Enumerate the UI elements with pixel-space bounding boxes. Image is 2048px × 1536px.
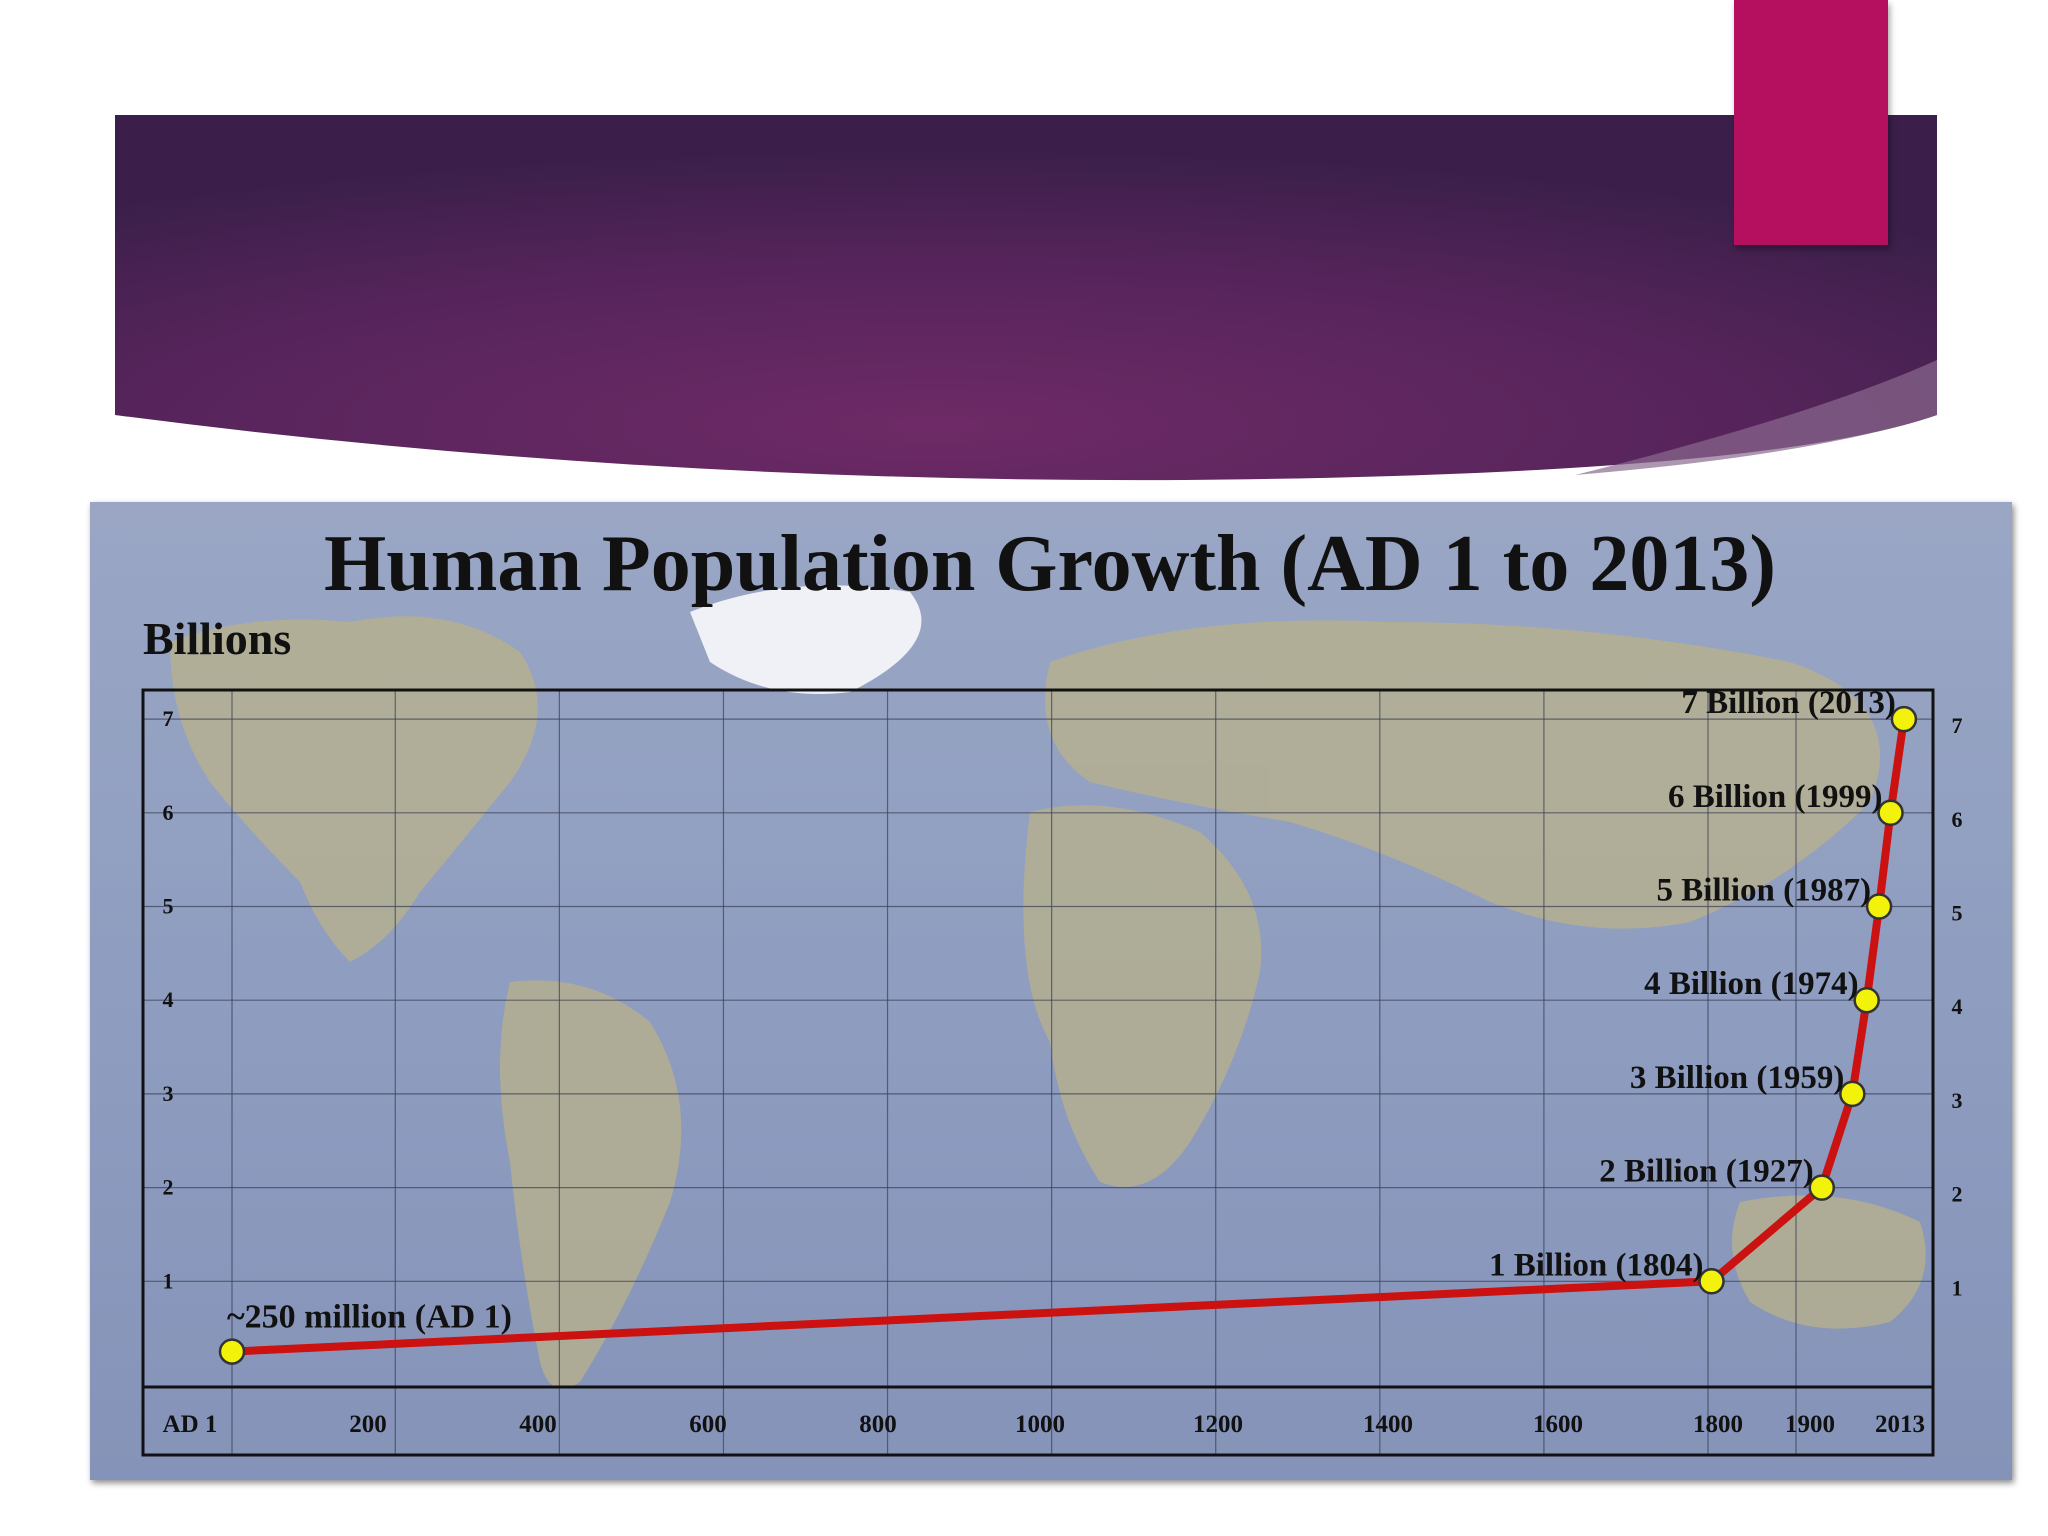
y-tick-label-right: 3 — [1952, 1088, 1963, 1113]
point-label: 7 Billion (2013) — [1681, 685, 1896, 721]
y-tick-label-right: 6 — [1952, 807, 1963, 832]
point-label: 4 Billion (1974) — [1644, 966, 1859, 1002]
point-label: 2 Billion (1927) — [1599, 1154, 1814, 1190]
y-tick-label-right: 4 — [1952, 994, 1963, 1019]
chart-title: Human Population Growth (AD 1 to 2013) — [324, 520, 1776, 608]
x-tick-label: 400 — [519, 1411, 557, 1438]
y-tick-labels-right: 1 2 3 4 5 6 7 — [1952, 713, 1963, 1300]
x-tick-label: 200 — [349, 1411, 387, 1438]
series-line — [231, 718, 1908, 1356]
data-point — [1808, 1174, 1836, 1201]
y-tick-label: 6 — [163, 800, 174, 825]
accent-block — [1734, 0, 1888, 245]
population-series — [231, 718, 1908, 1356]
x-tick-label: 1000 — [1015, 1411, 1065, 1438]
data-point — [1853, 986, 1880, 1014]
x-tick-label: 800 — [859, 1411, 897, 1438]
y-tick-label-right: 7 — [1952, 713, 1963, 738]
data-points — [218, 705, 1918, 1365]
y-tick-label-right: 2 — [1952, 1182, 1963, 1207]
y-tick-label-right: 1 — [1952, 1275, 1963, 1300]
data-point — [1865, 893, 1893, 920]
x-tick-label: 1900 — [1785, 1411, 1835, 1438]
chart-container: Human Population Growth (AD 1 to 2013) B… — [90, 502, 2012, 1480]
point-label: 3 Billion (1959) — [1630, 1060, 1845, 1096]
point-label: 5 Billion (1987) — [1657, 873, 1872, 909]
x-tick-label: 1200 — [1193, 1411, 1243, 1438]
data-point — [1698, 1268, 1725, 1295]
x-tick-label: 2013 — [1875, 1411, 1925, 1438]
y-tick-label-right: 5 — [1952, 901, 1963, 926]
x-tick-label: 600 — [689, 1411, 727, 1438]
x-tick-label: 1400 — [1363, 1411, 1413, 1438]
greenland-snow — [690, 585, 922, 694]
title-banner — [115, 115, 1937, 481]
world-map-background — [170, 616, 1926, 1389]
point-label: 6 Billion (1999) — [1668, 779, 1883, 815]
x-tick-label: AD 1 — [163, 1411, 218, 1438]
plot-border — [141, 688, 1935, 1457]
data-point — [1839, 1080, 1866, 1108]
population-chart: Human Population Growth (AD 1 to 2013) B… — [90, 502, 2012, 1480]
y-tick-label: 7 — [163, 706, 174, 731]
data-point — [1890, 705, 1918, 733]
y-tick-label: 3 — [163, 1081, 174, 1106]
x-tick-labels: AD 1 200 400 600 800 1000 1200 1400 1600 1800 1900… — [163, 1411, 1925, 1438]
point-label: 1 Billion (1804) — [1489, 1247, 1704, 1283]
y-tick-labels-left: 1 2 3 4 5 6 7 — [163, 706, 174, 1293]
y-axis-label: Billions — [143, 613, 291, 664]
y-tick-label: 2 — [163, 1175, 174, 1200]
y-tick-label: 1 — [163, 1268, 174, 1293]
chart-frame — [141, 688, 1935, 1457]
data-point — [218, 1338, 246, 1365]
x-tick-label: 1600 — [1533, 1411, 1583, 1438]
point-annotations: ~250 million (AD 1) 1 Billion (1804) 2 Bil… — [227, 685, 1896, 1335]
y-tick-label: 5 — [163, 894, 174, 919]
data-point — [1877, 799, 1904, 827]
x-tick-label: 1800 — [1693, 1411, 1743, 1438]
point-label: ~250 million (AD 1) — [227, 1299, 512, 1336]
y-tick-label: 4 — [163, 987, 174, 1012]
